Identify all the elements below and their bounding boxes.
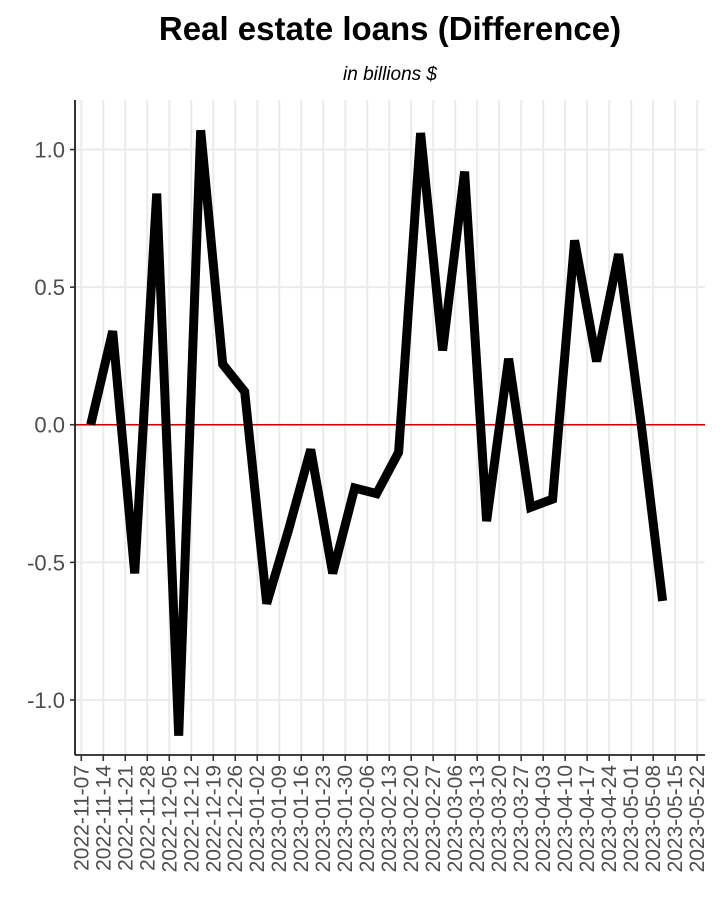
x-tick-label: 2023-01-16 xyxy=(290,765,313,872)
data-point xyxy=(398,452,399,453)
data-point xyxy=(640,419,641,420)
series-layer xyxy=(86,129,668,736)
x-tick-label: 2023-01-30 xyxy=(334,765,357,872)
chart-subtitle: in billions $ xyxy=(343,64,437,85)
gridlines xyxy=(75,100,705,755)
x-tick-label: 2022-12-05 xyxy=(158,765,181,872)
x-tick-label: 2023-01-09 xyxy=(268,765,291,872)
x-tick-label: 2023-04-17 xyxy=(576,765,599,872)
y-tick-label: -0.5 xyxy=(27,550,65,575)
x-tick-label: 2023-05-22 xyxy=(686,765,709,872)
data-point xyxy=(222,364,223,365)
x-tick-label: 2023-03-27 xyxy=(510,765,533,872)
x-tick-label: 2023-03-20 xyxy=(488,765,511,872)
data-point xyxy=(442,350,443,351)
x-tick-label: 2023-05-15 xyxy=(664,765,687,872)
x-tick-label: 2023-04-24 xyxy=(598,765,621,873)
data-point xyxy=(178,735,179,736)
chart-title: Real estate loans (Difference) xyxy=(158,10,622,47)
data-point xyxy=(244,391,245,392)
x-tick-label: 2022-11-14 xyxy=(92,765,115,871)
y-tick-label: -1.0 xyxy=(27,688,65,713)
x-axis-ticks: 2022-11-07 2022-11-14 2022-11-21 2022-11-28… xyxy=(70,755,709,872)
data-point xyxy=(288,529,289,530)
data-point xyxy=(464,171,465,172)
x-tick-label: 2023-02-20 xyxy=(400,765,423,872)
data-point xyxy=(134,573,135,574)
x-tick-label: 2022-12-19 xyxy=(202,765,225,872)
data-point xyxy=(486,521,487,522)
x-tick-label: 2023-05-08 xyxy=(642,765,665,872)
x-tick-label: 2023-04-10 xyxy=(554,765,577,872)
data-point xyxy=(530,507,531,508)
x-tick-label: 2023-05-01 xyxy=(620,765,643,872)
data-point xyxy=(200,130,201,131)
data-point xyxy=(420,133,421,134)
data-point xyxy=(552,499,553,500)
data-point xyxy=(508,358,509,359)
data-point xyxy=(332,573,333,574)
x-tick-label: 2022-11-07 xyxy=(70,765,93,871)
x-tick-label: 2022-11-28 xyxy=(136,765,159,871)
y-tick-label: 0.5 xyxy=(34,275,65,300)
x-tick-label: 2023-03-06 xyxy=(444,765,467,872)
y-tick-label: 0.0 xyxy=(34,413,65,438)
x-tick-label: 2023-02-13 xyxy=(378,765,401,872)
x-tick-label: 2023-02-06 xyxy=(356,765,379,872)
x-tick-label: 2023-04-03 xyxy=(532,765,555,872)
data-point xyxy=(376,493,377,494)
data-point xyxy=(90,424,91,425)
data-point xyxy=(662,600,663,601)
data-point xyxy=(266,603,267,604)
y-tick-label: 1.0 xyxy=(34,138,65,163)
data-point xyxy=(310,449,311,450)
x-tick-label: 2022-12-26 xyxy=(224,765,247,872)
data-point xyxy=(112,331,113,332)
y-axis-ticks: -1.0 -0.5 0.0 0.5 1.0 xyxy=(27,138,75,713)
series-line xyxy=(86,129,668,736)
data-point xyxy=(574,240,575,241)
x-tick-label: 2023-02-27 xyxy=(422,765,445,872)
data-point xyxy=(156,193,157,194)
data-point xyxy=(596,361,597,362)
x-tick-label: 2023-01-23 xyxy=(312,765,335,872)
x-tick-label: 2022-11-21 xyxy=(114,765,137,871)
x-tick-label: 2022-12-12 xyxy=(180,765,203,872)
x-tick-label: 2023-03-13 xyxy=(466,765,489,872)
data-point xyxy=(618,254,619,255)
data-point xyxy=(354,488,355,489)
x-tick-label: 2023-01-02 xyxy=(246,765,269,872)
